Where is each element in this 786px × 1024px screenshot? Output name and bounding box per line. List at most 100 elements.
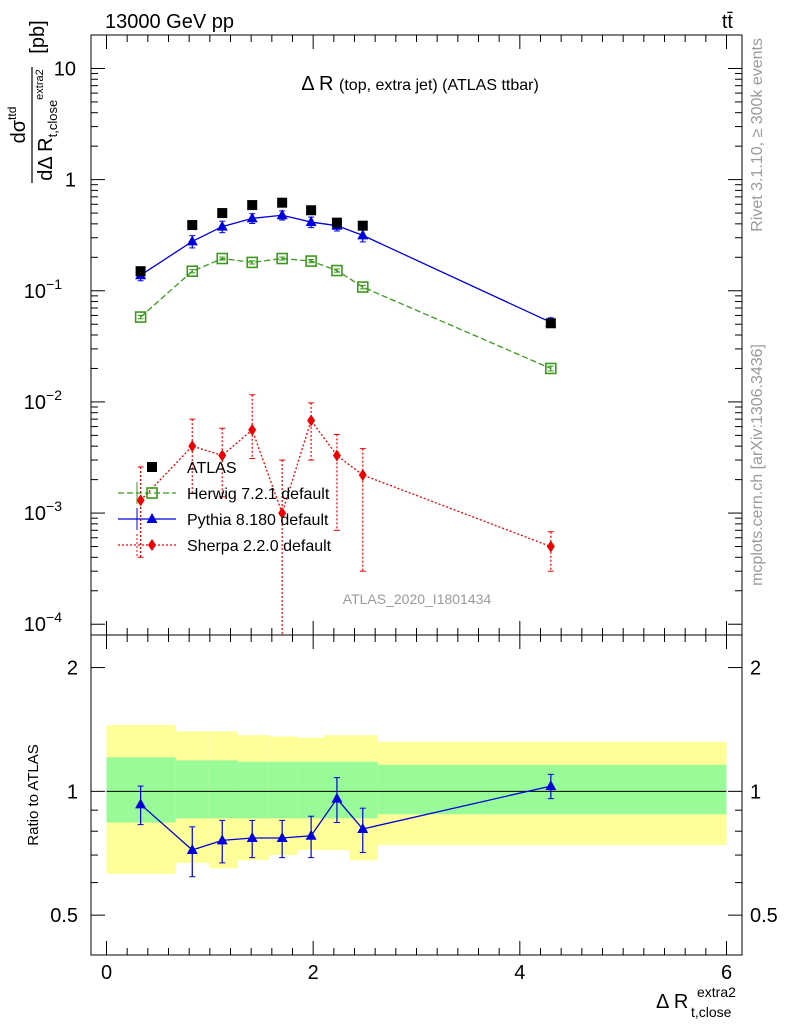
- energy-label: 13000 GeV pp: [105, 11, 234, 33]
- stat-uncertainty-band: [175, 760, 209, 819]
- main-y-tick-label: 10−1: [24, 276, 62, 303]
- ratio-y-tick-label-right: 1: [750, 781, 761, 803]
- process-label: tt̄: [722, 11, 734, 33]
- data-point: [358, 469, 367, 482]
- x-axis-label-superscript: extra2: [697, 984, 736, 1000]
- legend-entry: Sherpa 2.2.0 default: [118, 534, 332, 556]
- series-sherpa: [136, 394, 555, 635]
- legend-entry: Herwig 7.2.1 default: [118, 482, 330, 504]
- legend-label: Herwig 7.2.1 default: [187, 486, 330, 503]
- ratio-axes: 2 2 1 1 0.5 0.5 0 2 4 6: [50, 634, 778, 984]
- data-point: [186, 265, 199, 277]
- data-point: [216, 252, 229, 265]
- stat-uncertainty-band: [297, 761, 324, 819]
- data-point: [186, 844, 198, 855]
- data-point: [186, 235, 198, 246]
- ylabel-numerator: dσttd: [5, 107, 30, 144]
- ratio-y-tick-label-right: 0.5: [750, 905, 778, 927]
- ratio-uncertainty-bands: [106, 724, 727, 874]
- ylabel-denominator: dΔ Rt,closeextra2: [34, 69, 60, 181]
- main-axes: 10 1 10−1 10−2 10−3 10−4: [24, 34, 743, 636]
- legend-entry: Pythia 8.180 default: [118, 508, 329, 530]
- x-tick-label: 4: [514, 962, 525, 984]
- series-herwig: [134, 252, 557, 375]
- data-point: [305, 255, 317, 267]
- legend-marker: [148, 539, 156, 551]
- x-tick-label: 2: [308, 962, 319, 984]
- ratio-y-tick-label-right: 2: [750, 658, 761, 680]
- stat-uncertainty-band: [268, 761, 298, 819]
- data-point: [278, 507, 287, 520]
- ylabel-unit: [pb]: [27, 20, 49, 53]
- x-tick-label: 0: [101, 962, 112, 984]
- data-point: [332, 449, 341, 462]
- data-point: [135, 798, 147, 809]
- data-point: [305, 829, 317, 840]
- legend-label: Sherpa 2.2.0 default: [187, 538, 332, 555]
- main-y-tick-label: 1: [65, 170, 76, 192]
- data-point: [331, 217, 342, 228]
- data-point: [306, 205, 317, 216]
- data-point: [546, 540, 555, 553]
- stat-uncertainty-band: [237, 761, 269, 819]
- data-point: [136, 494, 145, 507]
- main-series-layer: [134, 197, 557, 635]
- data-point: [247, 200, 258, 211]
- mcplots-label: mcplots.cern.ch [arXiv:1306.3436]: [749, 344, 766, 586]
- data-point: [248, 423, 257, 436]
- rivet-version-label: Rivet 3.1.10, ≥ 300k events: [749, 38, 766, 232]
- data-point: [218, 449, 227, 462]
- data-point: [246, 256, 258, 269]
- ratio-y-tick-label: 0.5: [50, 905, 78, 927]
- main-y-tick-label: 10−2: [24, 387, 62, 414]
- legend-marker: [146, 513, 158, 523]
- data-point: [246, 212, 258, 223]
- main-y-tick-label: 10−3: [24, 498, 62, 525]
- data-point: [277, 197, 288, 208]
- series-atlas: [135, 197, 556, 329]
- legend-marker: [146, 487, 158, 499]
- data-point: [246, 832, 258, 843]
- legend-label: ATLAS: [187, 460, 237, 477]
- main-y-tick-label: 10: [54, 58, 76, 80]
- data-point: [217, 208, 228, 219]
- data-point: [545, 362, 557, 375]
- data-point: [331, 792, 343, 803]
- analysis-watermark: ATLAS_2020_I1801434: [343, 591, 492, 607]
- stat-uncertainty-band: [208, 760, 238, 819]
- x-axis-label-text: Δ R: [656, 991, 688, 1013]
- ratio-y-axis-label: Ratio to ATLAS: [25, 744, 42, 845]
- data-point: [307, 414, 316, 427]
- x-tick-label: 6: [721, 962, 732, 984]
- series-line: [140, 214, 552, 323]
- data-point: [276, 209, 288, 220]
- chart-title: Δ R (top, extra jet) (ATLAS ttbar): [301, 73, 539, 95]
- series-line: [140, 419, 552, 548]
- legend: ATLAS Herwig 7.2.1 default Pythia 8.180 de…: [118, 460, 332, 556]
- data-point: [216, 834, 228, 845]
- legend-entry: ATLAS: [147, 460, 237, 477]
- data-point: [135, 266, 146, 277]
- legend-label: Pythia 8.180 default: [187, 512, 329, 529]
- data-point: [357, 822, 369, 833]
- ratio-y-tick-label: 2: [67, 658, 78, 680]
- data-point: [545, 780, 557, 791]
- data-point: [357, 220, 368, 231]
- data-point: [276, 252, 288, 265]
- series-line: [140, 257, 552, 370]
- data-point: [305, 216, 317, 227]
- ratio-series-layer: [135, 773, 557, 878]
- data-point: [356, 281, 369, 293]
- data-point: [216, 220, 228, 231]
- data-point: [276, 832, 288, 843]
- ratio-y-tick-label: 1: [67, 781, 78, 803]
- ratio-series-pythia: [135, 773, 557, 878]
- data-point: [357, 229, 369, 240]
- data-point: [331, 264, 343, 277]
- x-axis-label: Δ R extra2 t,close: [656, 984, 736, 1020]
- data-point: [134, 311, 147, 323]
- x-axis-label-subscript: t,close: [691, 1004, 732, 1020]
